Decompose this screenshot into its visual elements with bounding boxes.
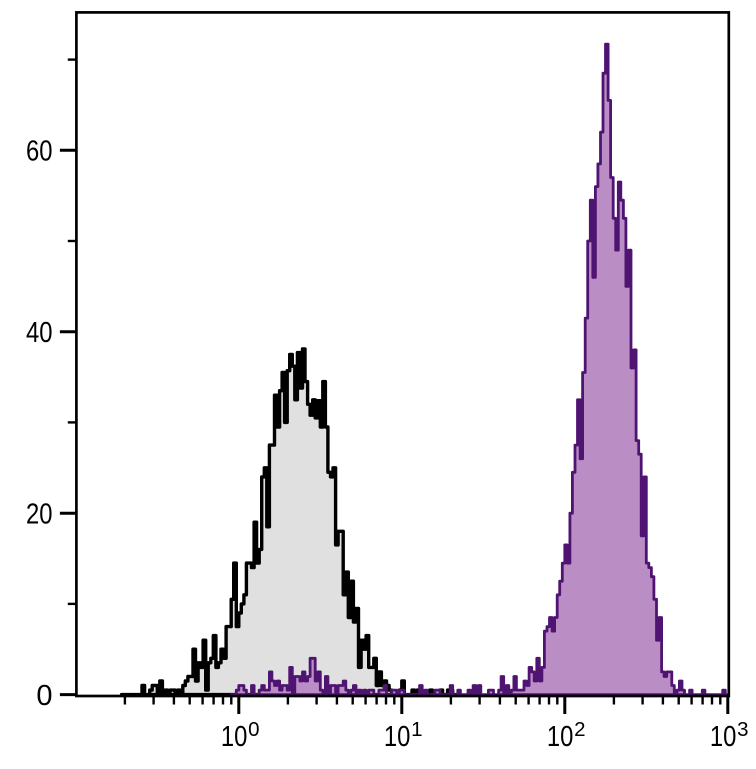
svg-text:10: 10	[710, 721, 737, 753]
svg-text:1: 1	[411, 718, 422, 741]
svg-text:40: 40	[26, 317, 53, 349]
svg-text:60: 60	[26, 136, 53, 168]
svg-text:10: 10	[547, 721, 574, 753]
svg-text:0: 0	[248, 718, 259, 741]
svg-text:10: 10	[221, 721, 248, 753]
svg-text:2: 2	[574, 718, 585, 741]
svg-text:3: 3	[737, 718, 748, 741]
svg-text:20: 20	[26, 499, 53, 531]
svg-text:10: 10	[384, 721, 411, 753]
svg-text:0: 0	[36, 680, 52, 712]
